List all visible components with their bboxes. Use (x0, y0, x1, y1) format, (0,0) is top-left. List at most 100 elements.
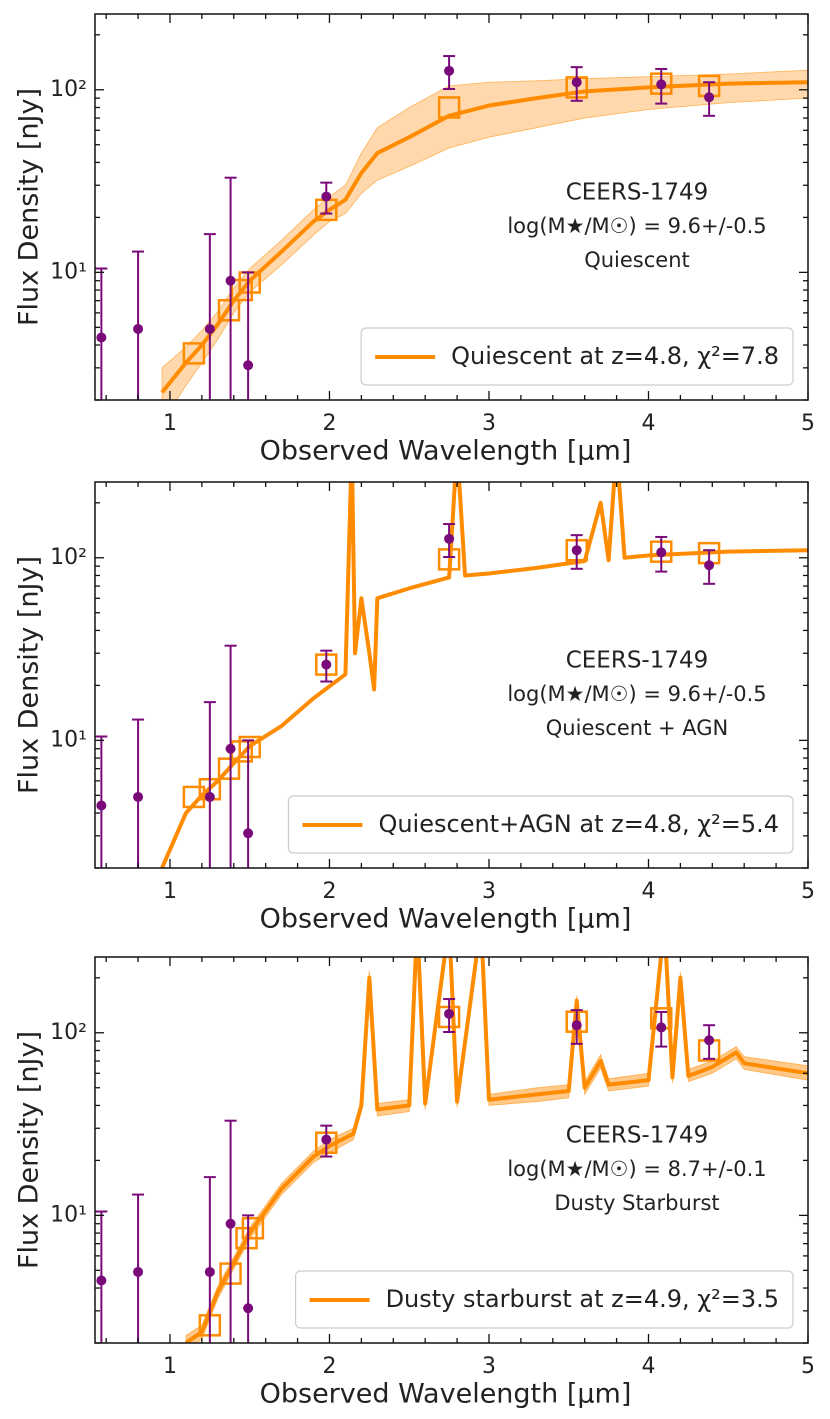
observed-point (133, 323, 144, 334)
observed-point (571, 1020, 582, 1031)
annotation: CEERS-1749 (566, 648, 709, 674)
legend: Quiescent at z=4.8, χ²=7.8 (360, 327, 794, 386)
plot-area (95, 957, 808, 1343)
observed-point (656, 547, 667, 558)
observed-point (96, 800, 107, 811)
error-bar (224, 1119, 237, 1343)
observed-point (243, 360, 254, 371)
annotation: Quiescent + AGN (546, 716, 728, 740)
error-bar (242, 1214, 255, 1343)
axes-frame (94, 13, 809, 401)
observed-point (204, 791, 215, 802)
plot-area (95, 482, 808, 868)
legend: Quiescent+AGN at z=4.8, χ²=5.4 (287, 795, 794, 854)
observed-point (444, 65, 455, 76)
error-bar (242, 739, 255, 868)
x-axis-label: Observed Wavelength [μm] (260, 1379, 632, 1410)
error-bar (224, 644, 237, 868)
x-tick-label: 3 (482, 1354, 496, 1379)
y-tick-label: 10¹ (50, 1202, 87, 1227)
x-tick-label: 1 (163, 1354, 177, 1379)
observed-point (444, 1008, 455, 1019)
x-tick-label: 5 (801, 879, 815, 904)
annotation: Quiescent (584, 248, 690, 272)
observed-point (571, 77, 582, 88)
x-tick-label: 2 (322, 411, 336, 436)
observed-point (704, 560, 715, 571)
observed-point (321, 659, 332, 670)
panel: 1 2 3 4 5 10¹ 10² Observed Wavelength [μm] Flux … (14, 956, 815, 1410)
x-tick-label: 1 (163, 879, 177, 904)
annotation: log(M★/M☉) = 9.6+/-0.5 (507, 214, 766, 238)
y-tick-label: 10² (50, 77, 87, 102)
observed-point (571, 545, 582, 556)
model-photometry (217, 757, 241, 780)
x-tick-label: 1 (163, 411, 177, 436)
error-bar (242, 271, 255, 400)
observed-point (96, 1275, 107, 1286)
observed-point (204, 323, 215, 334)
model-photometry (182, 342, 206, 365)
error-bar (224, 176, 237, 400)
annotation: CEERS-1749 (566, 180, 709, 206)
model-photometry (182, 785, 206, 809)
model-photometry (437, 96, 461, 119)
panel: 1 2 3 4 5 10¹ 10² Observed Wavelength [μm] Flux … (14, 481, 815, 935)
y-tick-label: 10¹ (50, 727, 87, 752)
x-axis-label: Observed Wavelength [μm] (260, 904, 632, 935)
uncertainty-band (161, 69, 808, 400)
legend-label: Quiescent+AGN at z=4.8, χ²=5.4 (378, 810, 779, 838)
error-bar (95, 735, 108, 868)
legend: Dusty starburst at z=4.9, χ²=3.5 (294, 1270, 794, 1329)
annotation: log(M★/M☉) = 9.6+/-0.5 (507, 682, 766, 706)
model-photometry (241, 1217, 265, 1240)
error-bar (132, 250, 145, 400)
observed-point (225, 275, 236, 286)
x-tick-label: 2 (322, 879, 336, 904)
y-tick-label: 10² (50, 1020, 87, 1045)
observed-point (656, 1022, 667, 1033)
panel: 1 2 3 4 5 10¹ 10² Observed Wavelength [μm] Flux … (14, 13, 815, 467)
y-axis-label: Flux Density [nJy] (14, 1031, 45, 1269)
observed-point (204, 1266, 215, 1277)
observed-point (321, 191, 332, 202)
observed-point (225, 1218, 236, 1229)
model-spectrum (184, 957, 808, 1343)
error-bar (132, 718, 145, 868)
annotation: log(M★/M☉) = 8.7+/-0.1 (507, 1157, 766, 1181)
legend-box (360, 327, 794, 386)
legend-label: Quiescent at z=4.8, χ²=7.8 (451, 342, 779, 370)
legend-box (294, 1270, 794, 1329)
x-tick-label: 3 (482, 411, 496, 436)
x-tick-label: 2 (322, 1354, 336, 1379)
observed-point (704, 1035, 715, 1046)
y-axis-label: Flux Density [nJy] (14, 88, 45, 326)
observed-point (243, 828, 254, 839)
observed-point (656, 79, 667, 90)
legend-label: Dusty starburst at z=4.9, χ²=3.5 (386, 1285, 779, 1313)
y-axis-label: Flux Density [nJy] (14, 556, 45, 794)
legend-box (287, 795, 794, 854)
observed-point (225, 743, 236, 754)
model-photometry (238, 735, 261, 759)
observed-point (133, 791, 144, 802)
model-photometry (217, 299, 241, 322)
x-tick-label: 3 (482, 879, 496, 904)
plot-area (95, 55, 808, 400)
observed-point (133, 1266, 144, 1277)
x-tick-label: 5 (801, 1354, 815, 1379)
annotation: CEERS-1749 (566, 1123, 709, 1149)
x-tick-label: 4 (641, 411, 655, 436)
error-bar (95, 267, 108, 400)
axes-frame (94, 481, 809, 869)
error-bar (95, 1210, 108, 1343)
error-bar (132, 1193, 145, 1343)
observed-point (321, 1134, 332, 1145)
observed-point (96, 332, 107, 343)
observed-point (444, 533, 455, 544)
axes-frame (94, 956, 809, 1344)
model-spectrum (160, 482, 808, 868)
y-tick-label: 10² (50, 545, 87, 570)
